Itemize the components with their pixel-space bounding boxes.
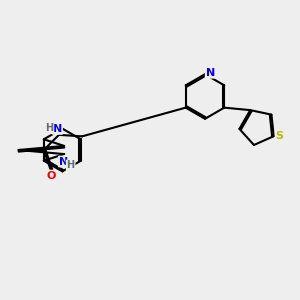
Text: N: N — [206, 68, 215, 78]
Text: N: N — [59, 157, 68, 166]
Text: S: S — [276, 131, 284, 141]
Text: O: O — [46, 171, 56, 181]
Text: H: H — [45, 123, 53, 133]
Text: N: N — [53, 124, 62, 134]
Text: H: H — [67, 160, 75, 170]
